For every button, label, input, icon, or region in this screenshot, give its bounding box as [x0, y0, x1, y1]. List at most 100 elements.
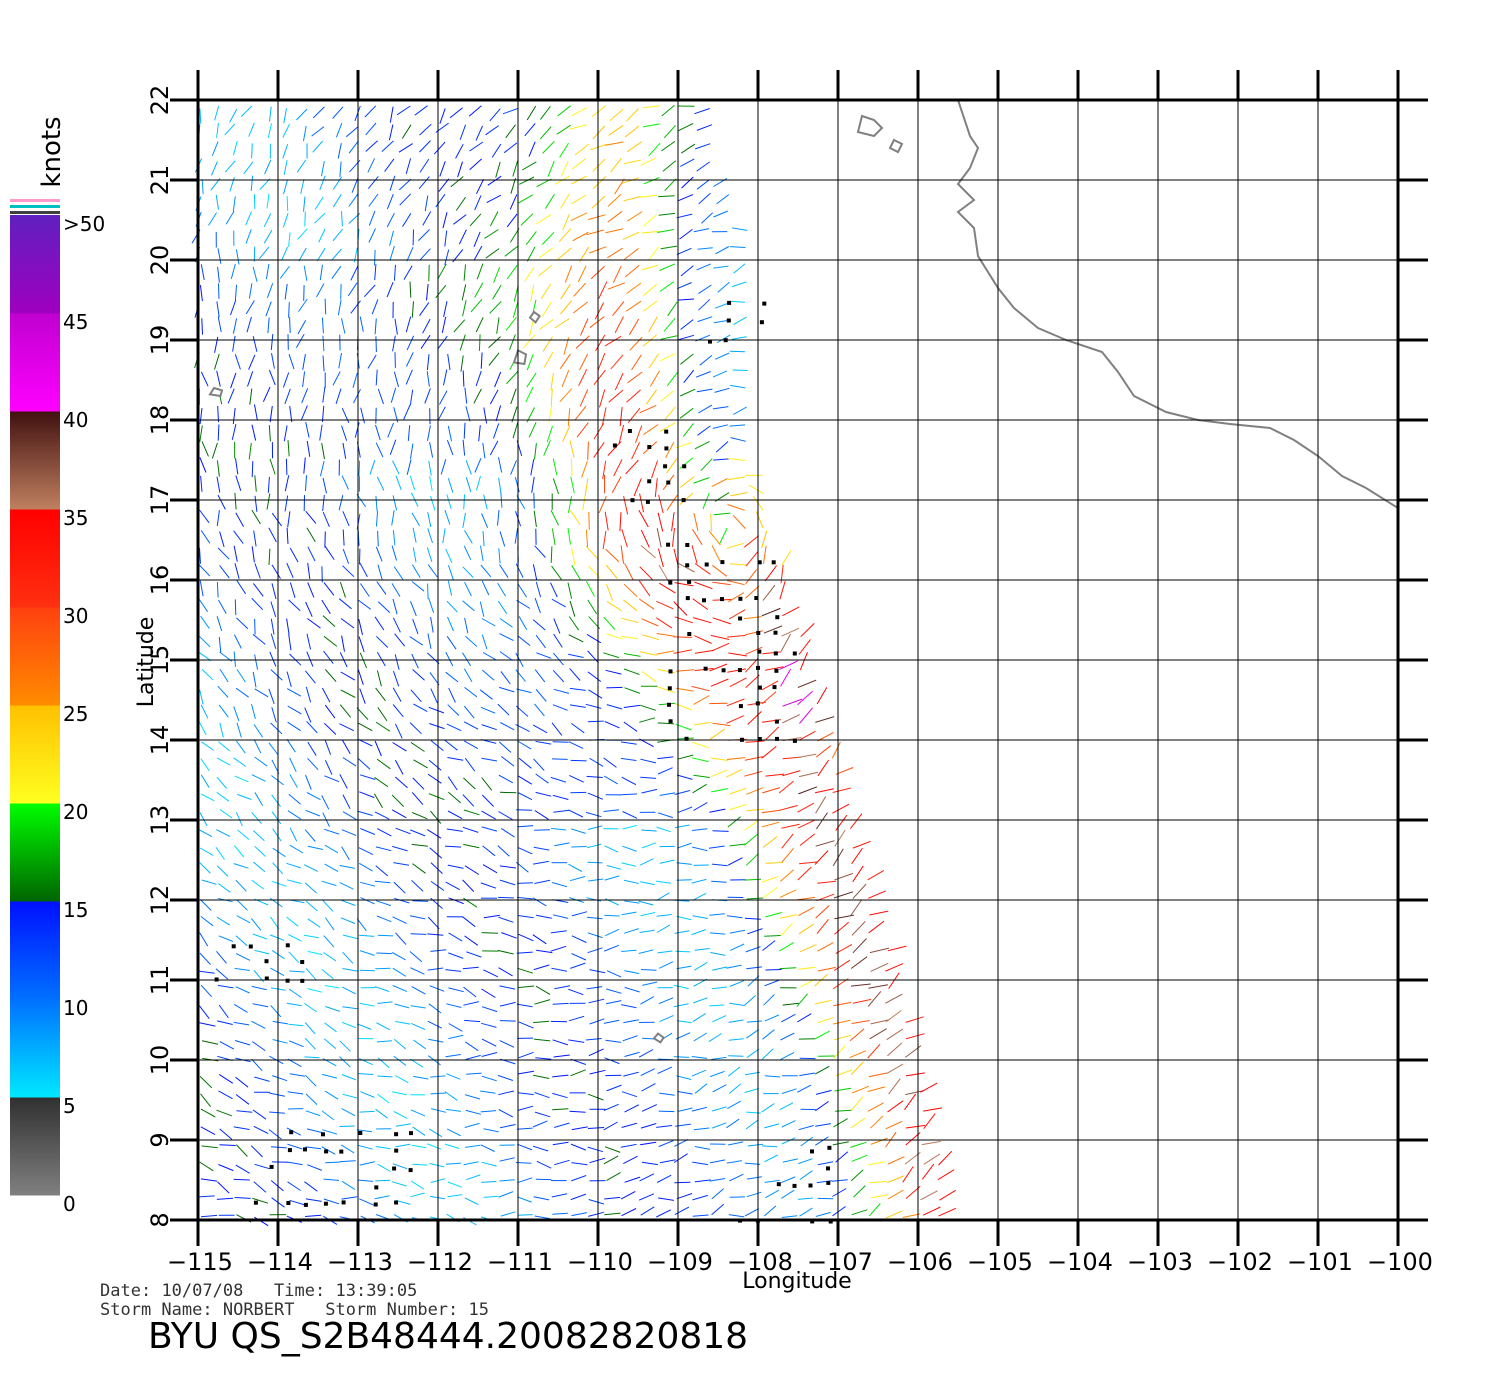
wind-vector: [316, 283, 325, 298]
wind-vector: [586, 843, 602, 849]
wind-vector: [799, 833, 816, 846]
wind-vector: [540, 105, 551, 120]
wind-vector: [697, 425, 711, 436]
wind-vector: [377, 1093, 390, 1104]
wind-vector: [217, 405, 219, 423]
wind-vector: [676, 247, 692, 256]
wind-vector: [453, 319, 466, 333]
wind-vector: [307, 618, 321, 629]
wind-vector: [676, 213, 693, 219]
wind-vector: [447, 616, 454, 632]
wind-vector: [376, 476, 385, 491]
wind-vector: [586, 986, 603, 990]
wind-vector: [481, 988, 496, 998]
wind-vector: [232, 407, 236, 425]
wind-vector: [711, 1106, 727, 1112]
wind-vector: [340, 1144, 355, 1154]
wind-vector: [729, 943, 745, 951]
wind-vector: [271, 707, 277, 723]
wind-vector: [694, 961, 708, 971]
wind-vector: [406, 246, 414, 262]
wind-vector: [199, 862, 211, 874]
wind-vector: [744, 833, 758, 846]
rain-flag: [737, 668, 742, 673]
footer-storm-info: Storm Name: NORBERT Storm Number: 15: [100, 1300, 489, 1320]
wind-vector: [284, 475, 290, 492]
wind-vector: [218, 1090, 233, 1100]
wind-vector: [605, 583, 614, 601]
wind-vector: [201, 1145, 218, 1149]
wind-vector: [324, 759, 333, 775]
wind-vector: [445, 1162, 462, 1165]
wind-vector: [262, 386, 271, 402]
rain-flag: [285, 978, 290, 983]
wind-vector: [550, 509, 559, 526]
wind-vector: [624, 970, 640, 975]
wind-vector: [569, 124, 587, 130]
wind-vector: [533, 1020, 550, 1024]
wind-vector: [620, 757, 637, 762]
wind-vector: [286, 1127, 301, 1136]
colorbar-label: 0: [63, 1192, 76, 1216]
wind-vector: [867, 1043, 881, 1059]
wind-vector: [679, 457, 694, 469]
rain-flag: [726, 318, 731, 323]
wind-vector: [664, 178, 677, 192]
wind-vector: [676, 915, 692, 921]
wind-vector: [304, 1037, 316, 1050]
wind-vector: [518, 1070, 535, 1075]
wind-vector: [391, 809, 407, 819]
wind-vector: [726, 580, 745, 586]
wind-vector: [199, 509, 210, 524]
rain-flag: [394, 1148, 399, 1153]
wind-vector: [464, 530, 473, 544]
wind-vector: [236, 722, 242, 738]
wind-vector: [656, 826, 671, 833]
wind-vector: [376, 915, 392, 923]
wind-vector: [746, 1029, 760, 1039]
wind-vector: [592, 158, 606, 172]
wind-vector: [850, 1169, 864, 1182]
wind-vector: [514, 528, 519, 544]
wind-vector: [438, 178, 450, 192]
wind-vector: [376, 581, 387, 595]
wind-vector: [282, 123, 290, 138]
wind-vector: [235, 879, 247, 892]
wind-vector: [585, 545, 599, 560]
wind-vector: [815, 1211, 831, 1217]
wind-vector: [692, 1214, 709, 1217]
rain-flag: [704, 562, 709, 567]
latitude-tick-label: 15: [146, 645, 174, 676]
wind-vector: [489, 108, 501, 122]
wind-vector: [341, 1180, 356, 1190]
wind-vector: [322, 1129, 338, 1135]
wind-vector: [638, 509, 649, 528]
wind-vector: [233, 1003, 248, 1013]
wind-vector: [429, 723, 445, 730]
wind-vector: [834, 829, 846, 847]
wind-vector: [745, 740, 765, 743]
wind-vector: [640, 969, 657, 971]
wind-vector: [393, 1111, 408, 1119]
wind-vector: [488, 352, 500, 366]
wind-vector: [673, 649, 692, 654]
wind-vector: [413, 703, 428, 713]
wind-vector: [654, 478, 658, 497]
wind-vector: [245, 211, 252, 226]
wind-vector: [412, 900, 429, 902]
wind-vector: [412, 1126, 426, 1136]
wind-vector: [732, 227, 748, 231]
wind-vector: [235, 1144, 248, 1157]
wind-vector: [356, 918, 367, 932]
wind-vector: [285, 458, 288, 475]
wind-vector: [435, 284, 447, 299]
wind-vector: [286, 1002, 302, 1007]
wind-vector: [198, 635, 211, 648]
wind-vector: [782, 698, 803, 707]
wind-vector: [365, 122, 377, 136]
wind-vector: [815, 1089, 832, 1095]
wind-vector: [499, 618, 513, 628]
wind-vector: [851, 1209, 868, 1216]
wind-vector: [411, 1180, 425, 1190]
wind-vector: [444, 249, 450, 266]
